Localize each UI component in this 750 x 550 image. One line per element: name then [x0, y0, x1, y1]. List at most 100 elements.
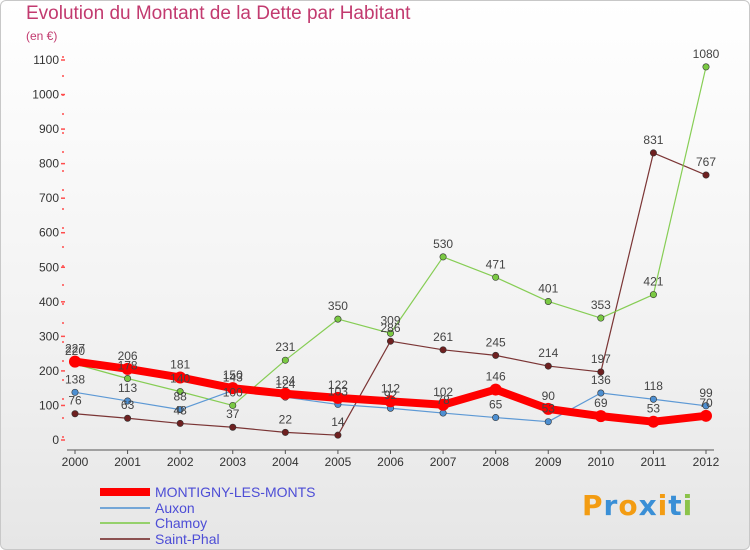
- data-label: 53: [542, 402, 556, 416]
- data-label: 100: [223, 385, 243, 399]
- x-tick-label: 2010: [587, 455, 614, 469]
- data-point: [649, 149, 657, 157]
- legend-label: Saint-Phal: [155, 531, 220, 547]
- data-label: 181: [170, 357, 190, 371]
- chart-subtitle: (en €): [26, 29, 58, 43]
- data-point: [71, 410, 79, 418]
- legend-label: MONTIGNY-LES-MONTS: [155, 484, 316, 500]
- data-label: 22: [279, 412, 293, 426]
- x-tick-label: 2007: [430, 455, 457, 469]
- x-tick-label: 2006: [377, 455, 404, 469]
- data-label: 138: [65, 372, 85, 386]
- x-tick-label: 2003: [219, 455, 246, 469]
- data-label: 831: [643, 133, 663, 147]
- data-point: [334, 315, 342, 323]
- y-tick-label: 400: [39, 295, 59, 309]
- data-label: 421: [643, 275, 663, 289]
- data-label: 92: [384, 388, 398, 402]
- data-point: [281, 356, 289, 364]
- data-label: 48: [173, 403, 187, 417]
- data-label: 214: [538, 346, 558, 360]
- data-label: 206: [118, 349, 138, 363]
- data-point: [331, 391, 344, 404]
- data-point: [69, 355, 81, 368]
- data-label: 231: [275, 340, 295, 354]
- data-point: [492, 273, 500, 281]
- data-point: [702, 171, 710, 179]
- data-point: [439, 346, 447, 354]
- axes: 0 100 200 300 400 500 600 700 800 900 1000 1100 2000…: [32, 53, 719, 469]
- y-tick-label: 100: [39, 398, 59, 412]
- y-tick-label: 500: [39, 260, 59, 274]
- data-label: 69: [594, 396, 608, 410]
- data-label: 178: [118, 359, 138, 373]
- y-tick-label: 900: [39, 122, 59, 136]
- data-point: [281, 428, 289, 436]
- x-tick-label: 2000: [62, 455, 89, 469]
- data-point: [700, 409, 712, 422]
- data-point: [702, 63, 710, 71]
- data-point: [334, 431, 342, 439]
- data-point: [544, 297, 552, 305]
- data-label: 353: [591, 298, 611, 312]
- data-point: [124, 414, 132, 422]
- data-point: [437, 398, 450, 411]
- x-tick-label: 2004: [272, 455, 299, 469]
- data-label: 103: [328, 384, 348, 398]
- data-label: 70: [699, 396, 713, 410]
- logo-letter: r: [603, 489, 619, 522]
- x-tick-label: 2009: [535, 455, 562, 469]
- data-point: [647, 415, 660, 428]
- series-line-2: [74, 66, 707, 407]
- y-tick-label: 700: [39, 191, 59, 205]
- data-label: 65: [489, 398, 503, 412]
- data-point: [544, 418, 552, 426]
- data-label: 14: [331, 415, 345, 429]
- x-tick-label: 2011: [641, 455, 667, 469]
- data-label: 118: [644, 379, 663, 393]
- data-label: 76: [68, 394, 82, 408]
- data-label: 112: [381, 381, 400, 395]
- legend-label: Chamoy: [155, 515, 207, 531]
- y-tick-label: 600: [39, 226, 59, 240]
- data-point: [226, 382, 239, 395]
- data-label: 227: [65, 342, 85, 356]
- data-label: 99: [699, 386, 713, 400]
- data-point: [597, 314, 605, 322]
- data-label: 53: [647, 402, 661, 416]
- data-point: [229, 401, 237, 409]
- data-label: 124: [275, 377, 295, 391]
- data-point: [229, 423, 237, 431]
- x-tick-label: 2012: [693, 455, 720, 469]
- data-label: 146: [486, 370, 506, 384]
- data-point: [597, 389, 605, 397]
- data-point: [544, 362, 552, 370]
- data-labels-layer: 76 63 48 37 22 14 286 261 245 214 197 831 767 220 178 1…: [65, 47, 720, 429]
- x-tick-label: 2008: [482, 455, 509, 469]
- data-label: 245: [486, 335, 506, 349]
- y-tick-label: 800: [39, 157, 59, 171]
- data-label: 309: [380, 313, 400, 327]
- logo-letter: x: [638, 489, 658, 522]
- data-label: 350: [328, 299, 348, 313]
- data-label: 78: [436, 393, 450, 407]
- data-point: [121, 362, 134, 375]
- data-point: [492, 351, 500, 359]
- data-point: [279, 387, 292, 400]
- data-label: 150: [223, 368, 243, 382]
- logo-letter: P: [582, 489, 604, 522]
- logo-letter: o: [618, 489, 639, 522]
- logo-letter: i: [657, 489, 669, 522]
- y-tick-label: 300: [39, 329, 59, 343]
- logo-letter: t: [668, 489, 683, 522]
- data-point: [439, 253, 447, 261]
- x-tick-label: 2001: [114, 455, 141, 469]
- data-point: [594, 410, 607, 423]
- data-point: [542, 402, 555, 415]
- y-tick-label: 1100: [33, 53, 59, 67]
- data-label: 530: [433, 237, 453, 251]
- data-point: [174, 371, 187, 384]
- data-label: 140: [170, 372, 190, 386]
